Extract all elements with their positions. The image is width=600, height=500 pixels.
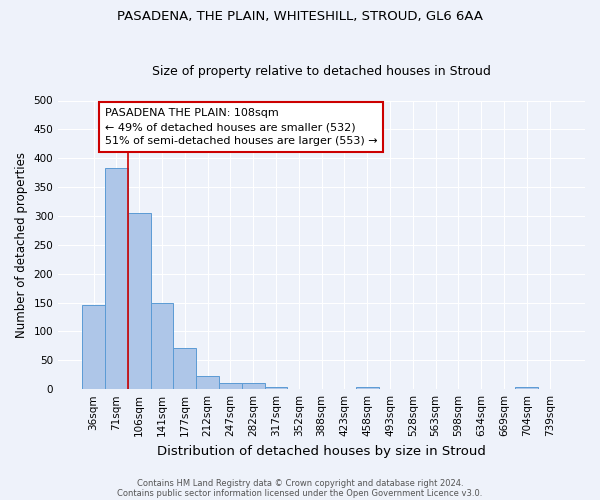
Bar [196,376,219,389]
Bar [105,168,128,389]
Text: Contains HM Land Registry data © Crown copyright and database right 2024.: Contains HM Land Registry data © Crown c… [137,478,463,488]
Bar [82,306,105,389]
Bar [219,384,242,389]
Bar [265,387,287,389]
Text: PASADENA THE PLAIN: 108sqm
← 49% of detached houses are smaller (532)
51% of sem: PASADENA THE PLAIN: 108sqm ← 49% of deta… [105,108,377,146]
Bar [515,387,538,389]
Bar [356,387,379,389]
Text: Contains public sector information licensed under the Open Government Licence v3: Contains public sector information licen… [118,488,482,498]
Text: PASADENA, THE PLAIN, WHITESHILL, STROUD, GL6 6AA: PASADENA, THE PLAIN, WHITESHILL, STROUD,… [117,10,483,23]
X-axis label: Distribution of detached houses by size in Stroud: Distribution of detached houses by size … [157,444,486,458]
Bar [128,213,151,389]
Bar [242,384,265,389]
Bar [151,302,173,389]
Y-axis label: Number of detached properties: Number of detached properties [15,152,28,338]
Bar [173,348,196,389]
Title: Size of property relative to detached houses in Stroud: Size of property relative to detached ho… [152,66,491,78]
